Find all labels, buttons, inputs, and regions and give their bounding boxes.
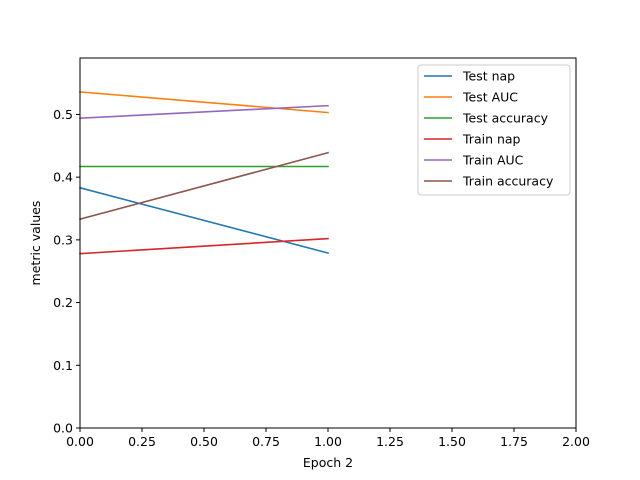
legend-label: Test nap <box>462 69 515 84</box>
x-tick-label: 0.25 <box>128 434 156 449</box>
legend-label: Train AUC <box>462 153 524 168</box>
series-line-5 <box>79 104 329 120</box>
legend: Test nap Test AUC Test accuracy Train nap Tr… <box>417 64 571 196</box>
series-line-4 <box>79 237 329 255</box>
y-tick-label: 0.1 <box>53 358 73 373</box>
x-tick-label: 0.00 <box>66 434 94 449</box>
y-tick-label: 0.3 <box>53 232 73 247</box>
legend-label: Train accuracy <box>462 174 554 189</box>
series-line-2 <box>79 90 329 114</box>
legend-label: Train nap <box>462 132 521 147</box>
x-axis: 0.00 0.25 0.50 0.75 1.00 1.25 1.50 1.75 2.00 <box>66 428 590 449</box>
series-line-1 <box>79 186 329 255</box>
y-axis: 0.0 0.1 0.2 0.3 0.4 0.5 <box>53 107 80 436</box>
x-tick-label: 0.50 <box>190 434 218 449</box>
x-tick-label: 1.25 <box>376 434 404 449</box>
x-axis-label: Epoch 2 <box>303 455 353 470</box>
x-tick-label: 2.00 <box>562 434 590 449</box>
series-line-6 <box>79 151 329 221</box>
y-axis-label: metric values <box>28 201 43 286</box>
y-tick-label: 0.5 <box>53 107 73 122</box>
y-tick-label: 0.0 <box>53 421 73 436</box>
y-tick-label: 0.4 <box>53 170 73 185</box>
x-tick-label: 1.50 <box>438 434 466 449</box>
x-tick-label: 1.00 <box>314 434 342 449</box>
x-tick-label: 1.75 <box>500 434 528 449</box>
legend-label: Test accuracy <box>462 111 549 126</box>
x-tick-label: 0.75 <box>252 434 280 449</box>
legend-box <box>417 64 571 196</box>
legend-label: Test AUC <box>462 90 518 105</box>
series-layer <box>79 90 329 255</box>
y-tick-label: 0.2 <box>53 295 73 310</box>
